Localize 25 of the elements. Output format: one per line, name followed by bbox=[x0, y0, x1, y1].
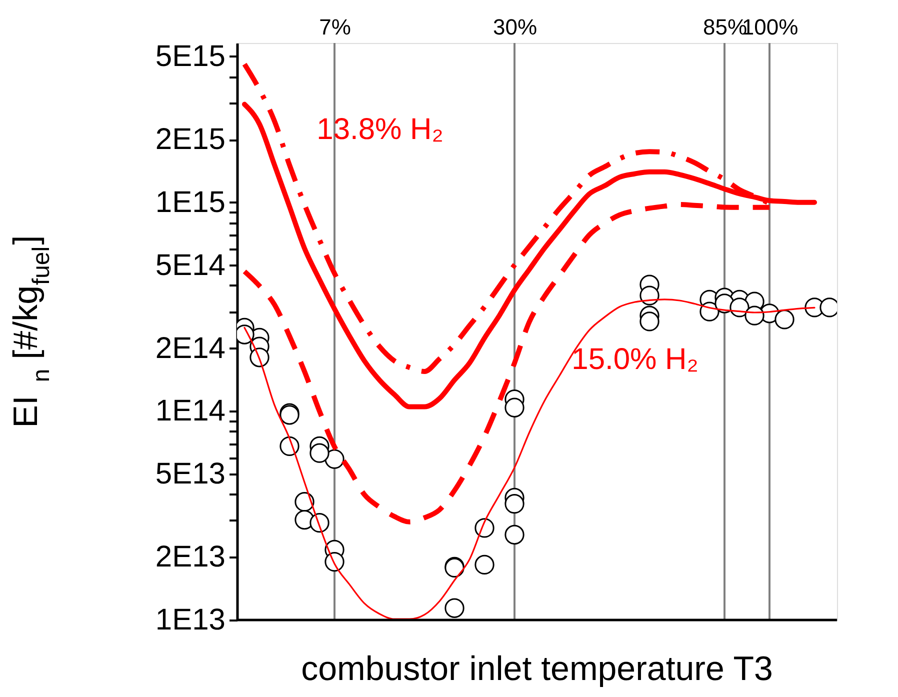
y-tick-label: 1E14 bbox=[155, 394, 226, 428]
y-tick-label: 2E15 bbox=[155, 123, 226, 156]
point bbox=[640, 312, 660, 332]
x-tick-label: 30% bbox=[492, 14, 538, 40]
point bbox=[504, 524, 524, 545]
point bbox=[774, 310, 794, 330]
point bbox=[640, 286, 660, 306]
y-tick-label: 2E14 bbox=[155, 332, 226, 365]
y-tick-label: 1E13 bbox=[155, 604, 226, 636]
y-tick-label: 2E13 bbox=[155, 540, 226, 574]
x-axis-title: combustor inlet temperature T3 bbox=[301, 650, 773, 688]
y-tick-label: 5E13 bbox=[155, 458, 226, 491]
y-tick-label: 5E14 bbox=[155, 248, 226, 282]
point bbox=[504, 494, 524, 514]
point bbox=[504, 398, 524, 418]
annotation: 13.8% H₂ bbox=[316, 113, 444, 146]
point bbox=[474, 554, 494, 575]
point bbox=[310, 443, 330, 463]
y-axis-title: EIn [#/kgfuel] bbox=[7, 235, 55, 428]
point bbox=[324, 449, 344, 469]
x-tick-label: 7% bbox=[319, 14, 351, 40]
annotation: 15.0% H₂ bbox=[572, 343, 698, 376]
y-tick-label: 5E15 bbox=[155, 40, 226, 73]
y-tick-label: 1E15 bbox=[155, 186, 226, 219]
point bbox=[444, 598, 464, 618]
